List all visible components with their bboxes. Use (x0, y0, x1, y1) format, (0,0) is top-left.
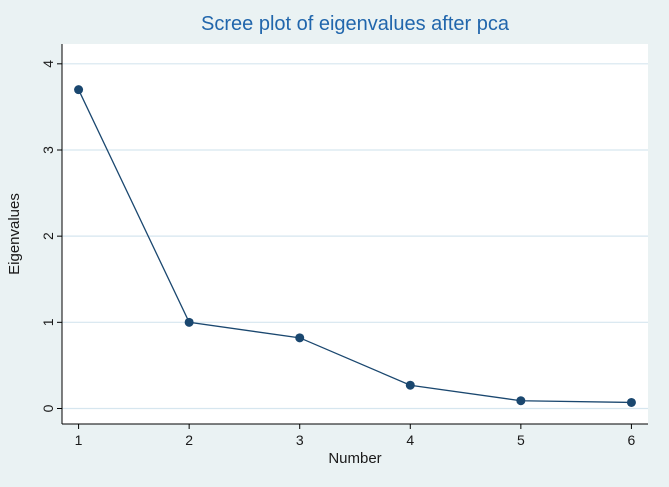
x-tick-label: 2 (185, 432, 193, 448)
y-tick-label: 2 (40, 232, 56, 240)
y-tick-label: 1 (40, 318, 56, 326)
data-point (405, 380, 415, 390)
x-tick-label: 1 (75, 432, 83, 448)
data-point (516, 396, 526, 406)
gridlines (62, 63, 648, 410)
y-tick-label: 0 (40, 404, 56, 412)
axes: 0 1 2 3 4 1 2 3 4 5 6 (40, 44, 648, 448)
data-point (184, 317, 194, 327)
data-point (74, 85, 84, 95)
data-point (626, 397, 636, 407)
y-tick-label: 4 (40, 60, 56, 68)
y-tick-label: 3 (40, 146, 56, 154)
data-point (295, 333, 305, 343)
series-line (77, 89, 632, 404)
chart-title: Scree plot of eigenvalues after pca (201, 13, 510, 35)
x-tick-label: 3 (296, 432, 304, 448)
x-tick-label: 4 (406, 432, 414, 448)
x-tick-label: 5 (517, 432, 525, 448)
x-tick-label: 6 (628, 432, 636, 448)
x-axis-title: Number (328, 450, 381, 467)
plot-area (62, 44, 648, 424)
data-series (74, 85, 636, 407)
y-axis-title: Eigenvalues (6, 193, 23, 275)
